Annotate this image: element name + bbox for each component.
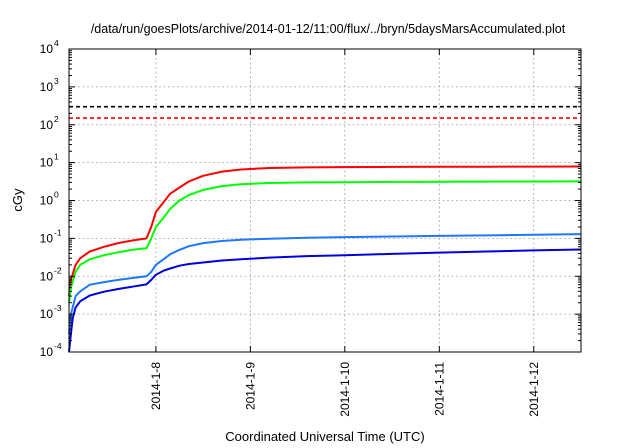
series-line-3: [68, 233, 582, 334]
y-tick-exponent: 4: [54, 38, 59, 48]
y-tick-exponent: 2: [54, 114, 59, 124]
y-tick-exponent: 3: [54, 76, 59, 86]
y-tick-label: 10: [40, 156, 54, 170]
y-tick-label: 10: [40, 42, 54, 56]
x-axis-label: Coordinated Universal Time (UTC): [225, 429, 424, 444]
series-line-2: [68, 180, 582, 303]
y-tick-label: 10: [40, 269, 54, 283]
y-tick-label: 10: [40, 231, 54, 245]
y-tick-exponent: -3: [54, 303, 62, 313]
reference-lines: [69, 105, 581, 119]
grid: [69, 49, 581, 352]
x-tick-label: 2014-1-12: [527, 362, 541, 417]
y-tick-label: 10: [40, 80, 54, 94]
series-lines: [68, 165, 582, 353]
x-tick-label: 2014-1-10: [338, 362, 352, 417]
chart-title: /data/run/goesPlots/archive/2014-01-12/1…: [91, 22, 566, 36]
y-tick-label: 10: [40, 194, 54, 208]
y-tick-label: 10: [40, 307, 54, 321]
y-tick-exponent: 1: [54, 152, 59, 162]
x-tick-label: 2014-1-9: [243, 362, 257, 410]
y-tick-label: 10: [40, 345, 54, 359]
y-tick-exponent: -2: [54, 265, 62, 275]
y-tick-label: 10: [40, 118, 54, 132]
series-line-1: [68, 165, 582, 297]
x-tick-label: 2014-1-11: [432, 362, 446, 416]
x-axis-ticks: 2014-1-8 2014-1-9 2014-1-10 2014-1-11 2014-1…: [149, 49, 541, 417]
y-tick-exponent: -4: [54, 341, 62, 351]
y-tick-exponent: 0: [54, 190, 59, 200]
x-tick-label: 2014-1-8: [149, 362, 163, 410]
y-axis-label: cGy: [10, 188, 25, 212]
series-line-4: [68, 248, 582, 353]
y-tick-exponent: -1: [54, 227, 62, 237]
